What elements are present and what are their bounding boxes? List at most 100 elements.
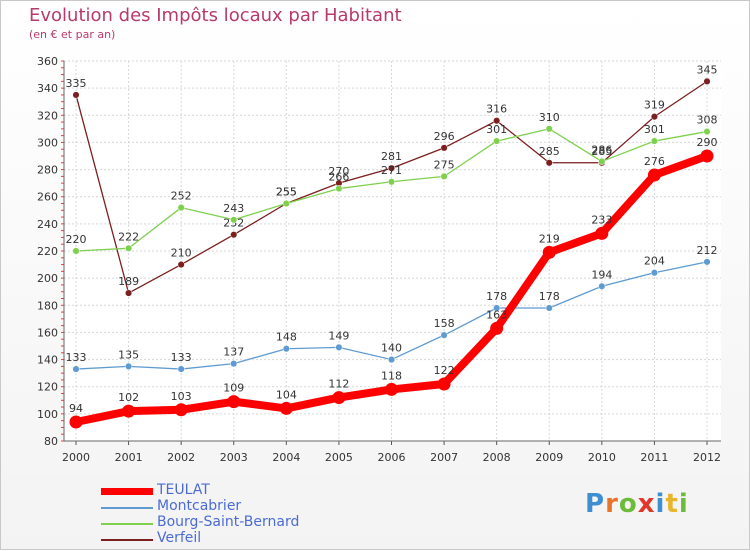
data-point-montcabrier — [335, 343, 343, 351]
data-label-bourg-saint-bernard: 301 — [486, 123, 507, 136]
data-label-teulat: 103 — [171, 390, 192, 403]
y-tick-label: 200 — [37, 272, 58, 285]
y-tick-label: 220 — [37, 245, 58, 258]
data-point-montcabrier — [545, 304, 553, 312]
data-label-montcabrier: 148 — [276, 331, 297, 344]
x-tick-label: 2006 — [378, 451, 406, 464]
data-label-verfeil: 319 — [644, 99, 665, 112]
data-point-montcabrier — [177, 365, 185, 373]
y-tick-label: 100 — [37, 408, 58, 421]
data-point-teulat — [332, 391, 346, 405]
y-tick-label: 360 — [37, 55, 58, 68]
data-label-verfeil: 285 — [539, 145, 560, 158]
y-tick-label: 240 — [37, 218, 58, 231]
data-point-teulat — [279, 401, 293, 415]
data-label-montcabrier: 133 — [171, 351, 192, 364]
legend-label-verfeil: Verfeil — [157, 530, 202, 546]
data-point-verfeil — [177, 261, 185, 269]
data-label-teulat: 118 — [381, 369, 402, 382]
data-point-verfeil — [703, 77, 711, 85]
x-tick-label: 2004 — [272, 451, 300, 464]
data-point-verfeil — [387, 164, 396, 172]
legend-swatch-montcabrier — [101, 507, 153, 509]
data-point-montcabrier — [650, 269, 658, 277]
data-label-bourg-saint-bernard: 220 — [66, 233, 87, 246]
data-point-montcabrier — [703, 258, 711, 266]
data-point-montcabrier — [125, 362, 133, 370]
data-label-verfeil: 285 — [591, 145, 612, 158]
x-tick-label: 2003 — [220, 451, 248, 464]
data-label-bourg-saint-bernard: 308 — [697, 114, 718, 127]
x-tick-label: 2008 — [483, 451, 511, 464]
data-label-verfeil: 296 — [434, 130, 455, 143]
data-point-bourg-saint-bernard — [125, 244, 133, 252]
data-point-bourg-saint-bernard — [440, 172, 448, 180]
legend-swatch-bourg-saint-bernard — [101, 523, 153, 525]
x-tick-label: 2001 — [115, 451, 143, 464]
data-label-verfeil: 210 — [171, 247, 192, 260]
data-label-montcabrier: 149 — [328, 329, 349, 342]
data-label-montcabrier: 135 — [118, 348, 139, 361]
data-point-bourg-saint-bernard — [177, 204, 185, 212]
data-point-bourg-saint-bernard — [493, 137, 501, 145]
data-label-montcabrier: 178 — [486, 290, 507, 303]
y-tick-label: 280 — [37, 164, 58, 177]
data-label-bourg-saint-bernard: 301 — [644, 123, 665, 136]
data-point-bourg-saint-bernard — [703, 128, 711, 136]
x-tick-label: 2002 — [167, 451, 195, 464]
data-label-montcabrier: 158 — [434, 317, 455, 330]
data-label-teulat: 112 — [328, 378, 349, 391]
data-label-montcabrier: 137 — [223, 346, 244, 359]
data-label-bourg-saint-bernard: 255 — [276, 186, 297, 199]
data-point-verfeil — [440, 144, 448, 152]
data-label-teulat: 290 — [697, 136, 718, 149]
data-label-montcabrier: 140 — [381, 342, 402, 355]
data-label-bourg-saint-bernard: 266 — [328, 171, 349, 184]
data-point-verfeil — [230, 231, 238, 239]
data-point-teulat — [174, 403, 188, 417]
data-point-teulat — [490, 321, 504, 335]
data-point-bourg-saint-bernard — [230, 216, 238, 224]
data-point-bourg-saint-bernard — [545, 125, 553, 133]
data-label-verfeil: 345 — [697, 63, 718, 76]
legend-label-teulat: TEULAT — [157, 482, 210, 498]
data-label-bourg-saint-bernard: 222 — [118, 230, 139, 243]
data-point-teulat — [437, 377, 451, 391]
data-point-teulat — [385, 382, 398, 396]
data-label-verfeil: 270 — [328, 165, 349, 178]
data-label-teulat: 276 — [644, 155, 665, 168]
data-point-bourg-saint-bernard — [650, 137, 658, 145]
x-tick-label: 2012 — [693, 451, 721, 464]
data-point-verfeil — [650, 113, 658, 121]
data-point-montcabrier — [282, 345, 290, 353]
data-label-verfeil: 316 — [486, 103, 507, 116]
data-point-bourg-saint-bernard — [598, 157, 606, 165]
data-label-bourg-saint-bernard: 275 — [434, 158, 455, 171]
chart-title: Evolution des Impôts locaux par Habitant — [29, 5, 402, 26]
data-label-teulat: 122 — [434, 364, 455, 377]
data-point-montcabrier — [493, 304, 501, 312]
data-point-verfeil — [72, 91, 80, 99]
data-point-montcabrier — [598, 282, 606, 290]
data-point-bourg-saint-bernard — [335, 185, 343, 193]
data-label-verfeil: 255 — [276, 186, 297, 199]
data-label-verfeil: 281 — [381, 150, 402, 163]
data-point-teulat — [122, 404, 136, 418]
data-label-bourg-saint-bernard: 271 — [381, 164, 402, 177]
y-tick-label: 340 — [37, 82, 58, 95]
data-label-montcabrier: 212 — [697, 244, 718, 257]
data-label-bourg-saint-bernard: 310 — [539, 111, 560, 124]
y-tick-label: 160 — [37, 326, 58, 339]
data-label-teulat: 102 — [118, 391, 139, 404]
data-point-teulat — [227, 395, 241, 409]
data-label-bourg-saint-bernard: 286 — [591, 143, 612, 156]
x-tick-label: 2011 — [640, 451, 668, 464]
data-point-teulat — [542, 245, 556, 259]
y-tick-label: 320 — [37, 109, 58, 122]
x-tick-label: 2005 — [325, 451, 353, 464]
data-label-montcabrier: 204 — [644, 255, 665, 268]
x-tick-label: 2000 — [62, 451, 90, 464]
data-label-teulat: 219 — [539, 232, 560, 245]
data-point-bourg-saint-bernard — [282, 199, 290, 208]
